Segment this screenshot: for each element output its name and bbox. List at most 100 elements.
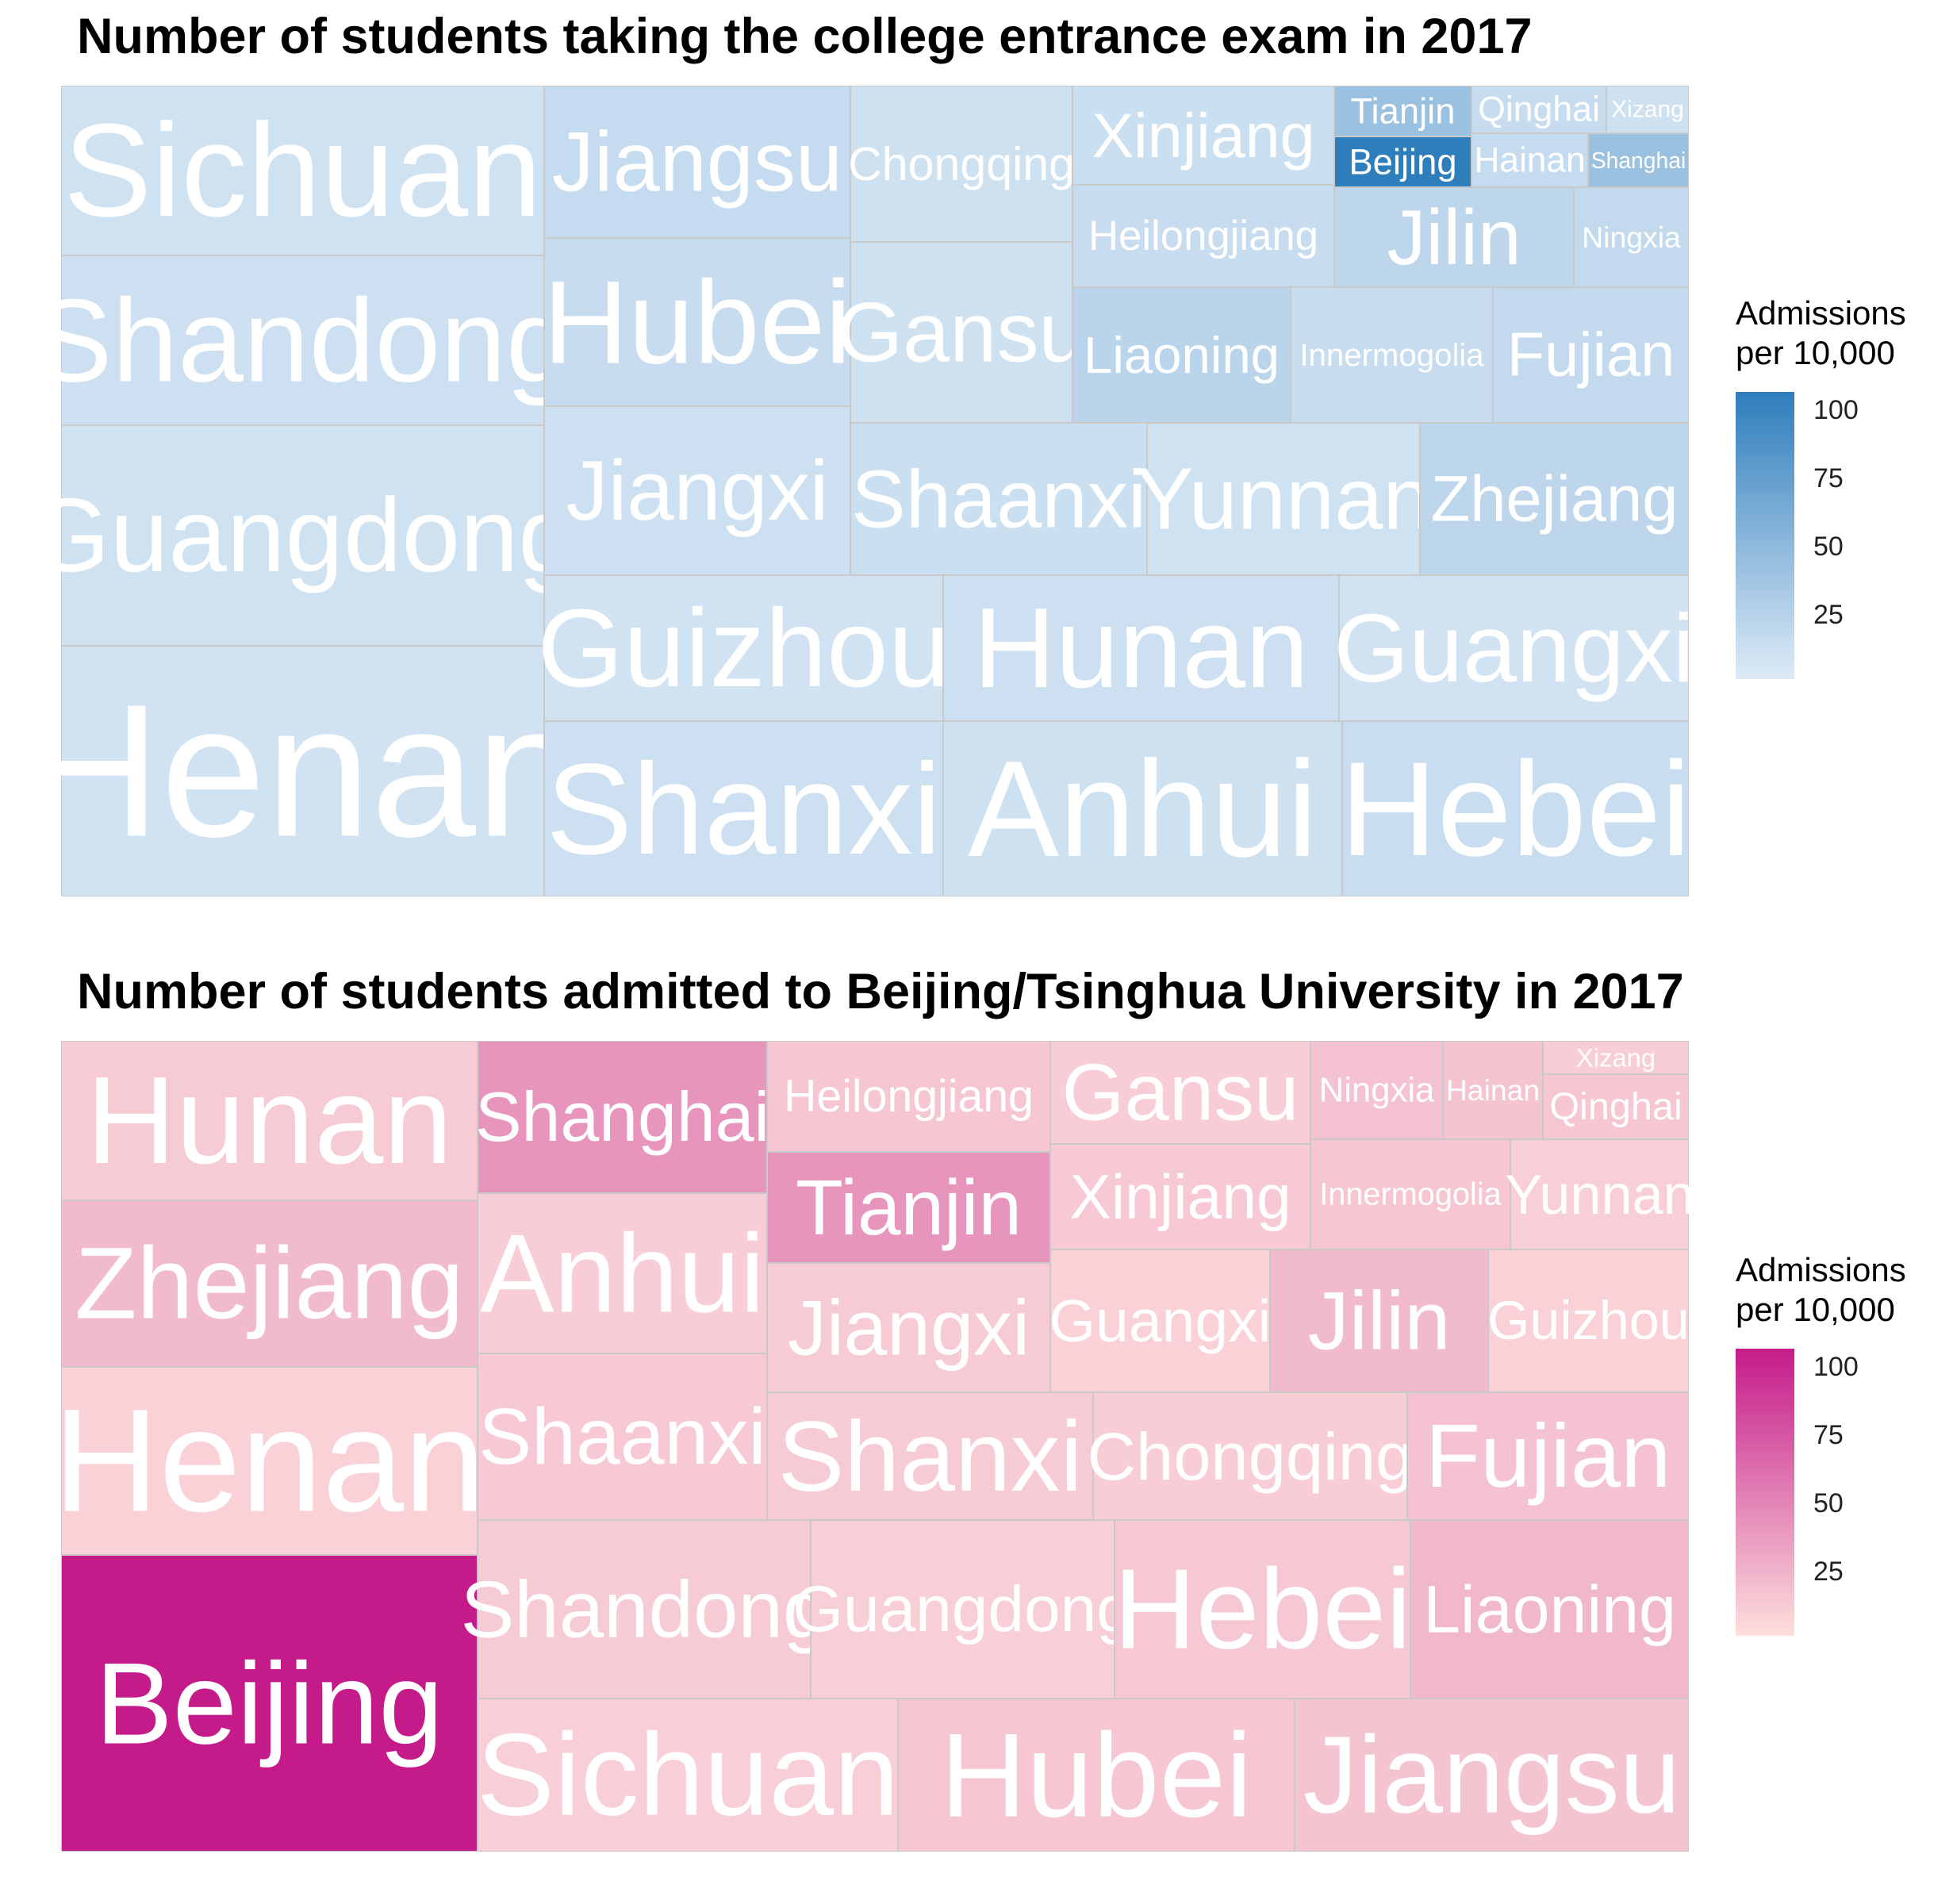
tile-label-hubei: Hubei — [940, 1709, 1252, 1842]
tile-jiangxi — [543, 405, 851, 576]
tile-yunnan — [1146, 422, 1421, 576]
treemap-exam-takers: Sichuan Shandong Guangdong Henan Jiangsu Hube… — [61, 86, 1689, 896]
tile-label-sichuan: Sichuan — [63, 97, 542, 244]
tile-label-guizhou: Guizhou — [537, 586, 950, 710]
tile-guangxi — [1338, 574, 1689, 722]
tile-guangxi — [1049, 1249, 1271, 1393]
tile-label-xinjiang: Xinjiang — [1092, 100, 1314, 171]
legend-title-line1: Admissions — [1736, 294, 1906, 332]
tile-jiangsu — [1294, 1698, 1689, 1852]
legend-tick — [1794, 1571, 1802, 1572]
tile-label-guangdong: Guangdong — [61, 477, 577, 594]
legend-tick-label: 25 — [1813, 1557, 1844, 1587]
tile-label-xizang: Xizang — [1611, 97, 1684, 123]
tile-jiangxi — [766, 1262, 1051, 1393]
tile-label-anhui: Anhui — [480, 1211, 765, 1336]
legend-tick-label: 25 — [1813, 600, 1844, 630]
tile-jilin — [1333, 186, 1575, 288]
tile-hainan — [1442, 1041, 1544, 1140]
tile-label-hunan: Hunan — [973, 585, 1309, 712]
tile-label-yunnan: Yunnan — [1505, 1163, 1689, 1226]
tile-zhejiang — [1419, 422, 1689, 576]
tile-label-xinjiang: Xinjiang — [1069, 1162, 1291, 1232]
chart-title-admissions: Number of students admitted to Beijing/T… — [77, 964, 1684, 1019]
tile-label-henan: Henan — [61, 1380, 485, 1543]
tile-label-anhui: Anhui — [968, 732, 1318, 885]
tile-label-jiangsu: Jiangsu — [1303, 1714, 1681, 1837]
legend-tick-label: 75 — [1813, 1420, 1844, 1450]
tile-henan — [61, 645, 545, 896]
tile-label-gansu: Gansu — [837, 286, 1085, 380]
tile-label-tianjin: Tianjin — [1350, 91, 1455, 132]
tile-label-chongqing: Chongqing — [848, 137, 1075, 190]
tile-qinghai — [1542, 1073, 1689, 1140]
tile-label-yunnan: Yunnan — [1135, 451, 1431, 548]
legend-tick — [1794, 1366, 1802, 1368]
tile-label-sichuan: Sichuan — [477, 1710, 900, 1841]
tile-hebei — [1341, 720, 1689, 896]
tile-label-hubei: Hubei — [543, 256, 852, 389]
tile-fujian — [1492, 286, 1689, 424]
tile-shanghai — [1587, 132, 1689, 188]
tile-xinjiang — [1049, 1143, 1311, 1250]
tile-label-henan: Henan — [61, 666, 581, 877]
tile-label-shandong: Shandong — [461, 1564, 828, 1655]
tile-label-gansu: Gansu — [1062, 1048, 1299, 1138]
tile-label-shanghai: Shanghai — [475, 1078, 769, 1156]
tile-label-beijing: Beijing — [95, 1639, 443, 1768]
tile-beijing — [61, 1554, 478, 1852]
legend-tick — [1794, 478, 1802, 479]
tile-label-shaanxi: Shaanxi — [851, 454, 1146, 545]
tile-guizhou — [543, 574, 944, 722]
legend-tick-label: 50 — [1813, 1488, 1844, 1518]
tile-label-innermogolia: Innermogolia — [1299, 337, 1484, 373]
tile-jilin — [1269, 1249, 1489, 1393]
tile-label-beijing: Beijing — [1349, 142, 1456, 182]
tile-label-heilongjiang: Heilongjiang — [784, 1071, 1034, 1122]
tile-anhui — [942, 720, 1343, 896]
tile-label-guangdong: Guangdong — [792, 1573, 1133, 1645]
tile-label-chongqing: Chongqing — [1088, 1418, 1414, 1494]
tile-shandong — [61, 255, 545, 426]
tile-label-liaoning: Liaoning — [1084, 326, 1280, 384]
legend-title: Admissions per 10,000 — [1736, 1250, 1906, 1330]
legend-title: Admissions per 10,000 — [1736, 294, 1906, 373]
tile-label-hebei: Hebei — [1114, 1546, 1411, 1673]
legend-tick-label: 100 — [1813, 1352, 1859, 1382]
tile-label-shandong: Shandong — [61, 274, 572, 407]
color-legend-admissions: Admissions per 10,000 100 75 50 25 — [1736, 1250, 1953, 1663]
tile-guangdong — [810, 1519, 1115, 1699]
legend-title-line1: Admissions — [1736, 1251, 1906, 1288]
tile-label-hebei: Hebei — [1340, 734, 1689, 884]
tile-label-qinghai: Qinghai — [1549, 1085, 1682, 1128]
legend-color-bar — [1736, 392, 1794, 679]
tile-ningxia — [1310, 1041, 1444, 1140]
tile-label-hainan: Hainan — [1474, 141, 1585, 180]
tile-shaanxi — [850, 422, 1148, 576]
tile-label-fujian: Fujian — [1425, 1406, 1671, 1507]
legend-title-line2: per 10,000 — [1736, 1291, 1895, 1328]
tile-fujian — [1406, 1392, 1689, 1521]
legend-tick — [1794, 546, 1802, 547]
tile-label-ningxia: Ningxia — [1319, 1071, 1435, 1110]
tile-heilongjiang — [1072, 184, 1335, 288]
treemap-admissions: HunanZhejiangHenanBeijingShanghaiAnhuiSh… — [61, 1041, 1689, 1852]
tile-gansu — [1049, 1041, 1311, 1145]
tile-label-tianjin: Tianjin — [796, 1164, 1022, 1251]
tile-label-hainan: Hainan — [1446, 1073, 1540, 1107]
tile-shandong — [477, 1519, 812, 1699]
color-legend-exam-takers: Admissions per 10,000 100 75 50 25 — [1736, 294, 1953, 706]
legend-tick — [1794, 409, 1802, 411]
tile-liaoning — [1072, 286, 1291, 424]
tile-jiangsu — [543, 86, 851, 239]
tile-shaanxi — [477, 1353, 768, 1521]
tile-label-shanxi: Shanxi — [777, 1400, 1082, 1512]
tile-label-guizhou: Guizhou — [1487, 1291, 1689, 1351]
tile-anhui — [477, 1192, 768, 1354]
tile-shanxi — [543, 720, 944, 896]
tile-guizhou — [1487, 1249, 1689, 1393]
tile-innermogolia — [1290, 286, 1494, 424]
tile-label-guangxi: Guangxi — [1333, 594, 1689, 702]
tile-label-zhejiang: Zhejiang — [1431, 463, 1679, 536]
tile-yunnan — [1510, 1138, 1689, 1250]
